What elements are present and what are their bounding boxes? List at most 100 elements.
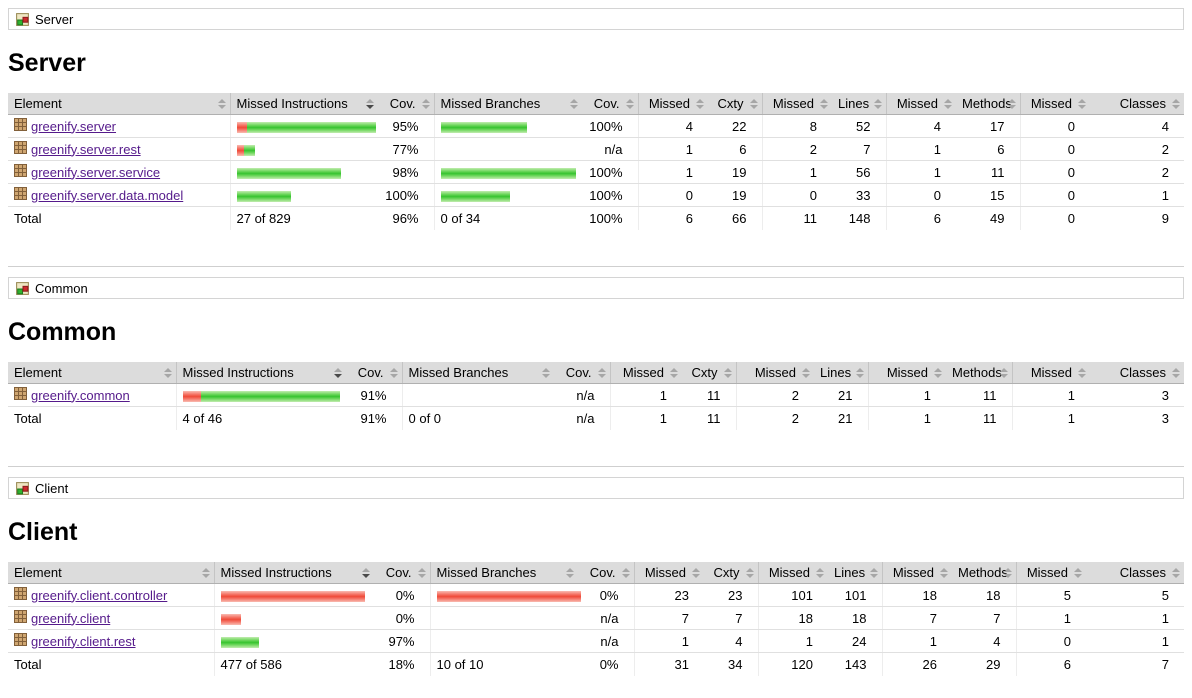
column-header-missed-cxty[interactable]: Missed (609, 362, 682, 384)
column-header-label: Cov. (589, 565, 616, 580)
package-link[interactable]: greenify.server.data.model (31, 187, 184, 203)
package-link[interactable]: greenify.client.rest (31, 633, 136, 649)
row-counter: 21 (814, 383, 868, 407)
column-header-lines[interactable]: Lines (828, 562, 882, 584)
row-counter: 1 (1015, 606, 1086, 630)
row-counter: 4 (704, 629, 758, 653)
column-header-instructions-cov[interactable]: Cov. (346, 362, 402, 384)
package-icon (14, 633, 27, 649)
missed-bar-segment (236, 121, 247, 133)
sort-icon (1074, 567, 1082, 578)
covered-bar-segment (440, 190, 510, 202)
instructions-coverage-bar (229, 114, 378, 138)
package-link[interactable]: greenify.client.controller (31, 587, 168, 603)
column-header-branches-cov[interactable]: Cov. (578, 562, 634, 584)
sort-icon (749, 98, 758, 109)
instructions-coverage-bar (213, 606, 374, 630)
row-counter: 0 (761, 183, 832, 207)
column-header-missed-methods[interactable]: Missed (885, 93, 956, 115)
column-header-cxty[interactable]: Cxty (704, 562, 758, 584)
column-header-label: Cov. (593, 96, 620, 111)
element-name: greenify.client.rest (14, 633, 208, 649)
column-header-missed-branches[interactable]: Missed Branches (429, 562, 578, 584)
element-name: greenify.server.service (14, 164, 224, 180)
sort-icon (1003, 567, 1012, 578)
row-counter: 0 (1019, 183, 1090, 207)
column-header-lines[interactable]: Lines (814, 362, 868, 384)
instructions-coverage-pct: 0% (374, 606, 430, 630)
column-header-missed-instructions[interactable]: Missed Instructions (229, 93, 378, 115)
column-header-missed-classes[interactable]: Missed (1015, 562, 1086, 584)
column-header-label: Missed (772, 96, 814, 111)
column-header-instructions-cov[interactable]: Cov. (378, 93, 434, 115)
column-header-missed-instructions[interactable]: Missed Instructions (213, 562, 374, 584)
column-header-classes[interactable]: Classes (1090, 362, 1184, 384)
column-header-label: Classes (1119, 365, 1166, 380)
column-header-missed-instructions[interactable]: Missed Instructions (175, 362, 346, 384)
package-link[interactable]: greenify.common (31, 387, 130, 403)
element-name: greenify.server.data.model (14, 187, 224, 203)
column-header-classes[interactable]: Classes (1090, 93, 1184, 115)
row-counter: 1 (1090, 183, 1184, 207)
column-header-missed-classes[interactable]: Missed (1019, 93, 1090, 115)
column-header-missed-cxty[interactable]: Missed (633, 562, 704, 584)
column-header-lines[interactable]: Lines (832, 93, 886, 115)
column-header-missed-lines[interactable]: Missed (757, 562, 828, 584)
column-header-classes[interactable]: Classes (1086, 562, 1184, 584)
column-header-element[interactable]: Element (8, 93, 230, 115)
column-header-methods[interactable]: Methods (952, 562, 1016, 584)
column-header-methods[interactable]: Methods (946, 362, 1012, 384)
column-header-missed-lines[interactable]: Missed (735, 362, 814, 384)
row-counter: 18 (757, 606, 828, 630)
column-header-missed-classes[interactable]: Missed (1011, 362, 1090, 384)
row-counter: 3 (1090, 383, 1184, 407)
total-counter: 1 (867, 406, 946, 430)
covered-bar-segment (236, 167, 341, 179)
instructions-coverage-pct: 77% (378, 137, 434, 161)
group-icon (16, 12, 29, 26)
column-header-methods[interactable]: Methods (956, 93, 1020, 115)
column-header-cxty[interactable]: Cxty (682, 362, 736, 384)
column-header-label: Cov. (389, 96, 416, 111)
column-header-branches-cov[interactable]: Cov. (582, 93, 638, 115)
column-header-label: Cov. (565, 365, 592, 380)
column-header-label: Missed Branches (436, 565, 537, 580)
package-icon (14, 141, 27, 157)
total-label: Total (14, 411, 42, 426)
total-counter: 148 (848, 211, 871, 226)
column-header-branches-cov[interactable]: Cov. (554, 362, 610, 384)
column-header-missed-branches[interactable]: Missed Branches (401, 362, 554, 384)
total-instructions: 4 of 46 (175, 406, 346, 430)
missed-bar-segment (182, 390, 201, 402)
instructions-coverage-bar (175, 383, 346, 407)
total-row: Total 4 of 46 91% 0 of 0 n/a 1 11 2 21 1 11 1 3 (8, 406, 1184, 430)
column-header-missed-methods[interactable]: Missed (881, 562, 952, 584)
column-header-element[interactable]: Element (8, 362, 176, 384)
total-counter: 11 (983, 411, 997, 426)
column-header-element[interactable]: Element (8, 562, 214, 584)
missed-bar-segment (220, 590, 365, 602)
column-header-label: Lines (838, 96, 870, 111)
sort-icon (940, 567, 948, 578)
column-header-label: Lines (820, 365, 852, 380)
sort-icon (820, 98, 828, 109)
column-header-missed-lines[interactable]: Missed (761, 93, 832, 115)
package-link[interactable]: greenify.server (31, 118, 117, 134)
sort-icon (855, 367, 864, 378)
package-link[interactable]: greenify.server.rest (31, 141, 141, 157)
package-link[interactable]: greenify.client (31, 610, 111, 626)
total-branches: 0 of 0 (401, 406, 554, 430)
column-header-missed-methods[interactable]: Missed (867, 362, 946, 384)
row-counter: 1 (637, 160, 708, 184)
column-header-cxty[interactable]: Cxty (708, 93, 762, 115)
section-common: Common Common Element Missed Instructions… (8, 277, 1184, 430)
package-icon (14, 610, 27, 626)
column-header-missed-branches[interactable]: Missed Branches (433, 93, 582, 115)
section-client: Client Client Element Missed Instructions… (8, 477, 1184, 676)
column-header-instructions-cov[interactable]: Cov. (374, 562, 430, 584)
row-counter: 19 (708, 160, 762, 184)
column-header-label: Missed (622, 365, 664, 380)
branches-coverage-bar (433, 183, 582, 207)
column-header-missed-cxty[interactable]: Missed (637, 93, 708, 115)
package-link[interactable]: greenify.server.service (31, 164, 161, 180)
